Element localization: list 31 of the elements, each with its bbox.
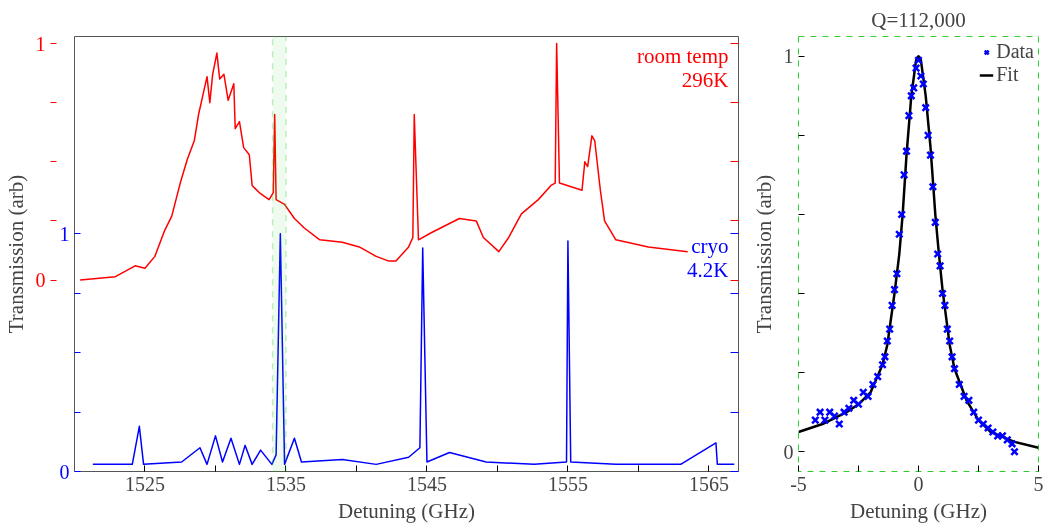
- x-tick-label: 1525: [124, 472, 165, 495]
- legend-label: Fit: [996, 63, 1019, 86]
- x-axis-title: Detuning (GHz): [849, 498, 988, 523]
- point: [918, 79, 928, 89]
- x-tick-label: -5: [790, 472, 807, 495]
- point: [887, 300, 897, 310]
- line-series: [92, 233, 736, 466]
- x-axis-title: Detuning (GHz): [337, 498, 476, 523]
- y-axis-title: Transmission (arb): [751, 174, 776, 334]
- x-tick-label: 1545: [406, 472, 447, 495]
- point: [1010, 447, 1019, 457]
- x-tick-label: 0: [913, 472, 924, 495]
- legend-label: cryo 4.2K: [687, 233, 729, 282]
- y-axis-title: Transmission (arb): [3, 174, 28, 334]
- point: [933, 249, 943, 259]
- legend-label: Data: [996, 40, 1034, 63]
- chart-title: Q=112,000: [871, 7, 966, 32]
- x-tick-label: 1555: [547, 472, 588, 495]
- point: [940, 300, 950, 310]
- x-tick-label: 1565: [688, 472, 729, 495]
- point: [902, 146, 911, 156]
- y2-tick-label: 1: [59, 222, 70, 245]
- x-tick-label: 5: [1033, 472, 1043, 495]
- point: [904, 111, 914, 121]
- point: [945, 336, 955, 346]
- point: [834, 419, 844, 429]
- point: [923, 130, 933, 140]
- legend-label: room temp 296K: [636, 43, 729, 92]
- point: [882, 336, 892, 346]
- x-tick-label: 1535: [265, 472, 306, 495]
- point: [914, 55, 923, 65]
